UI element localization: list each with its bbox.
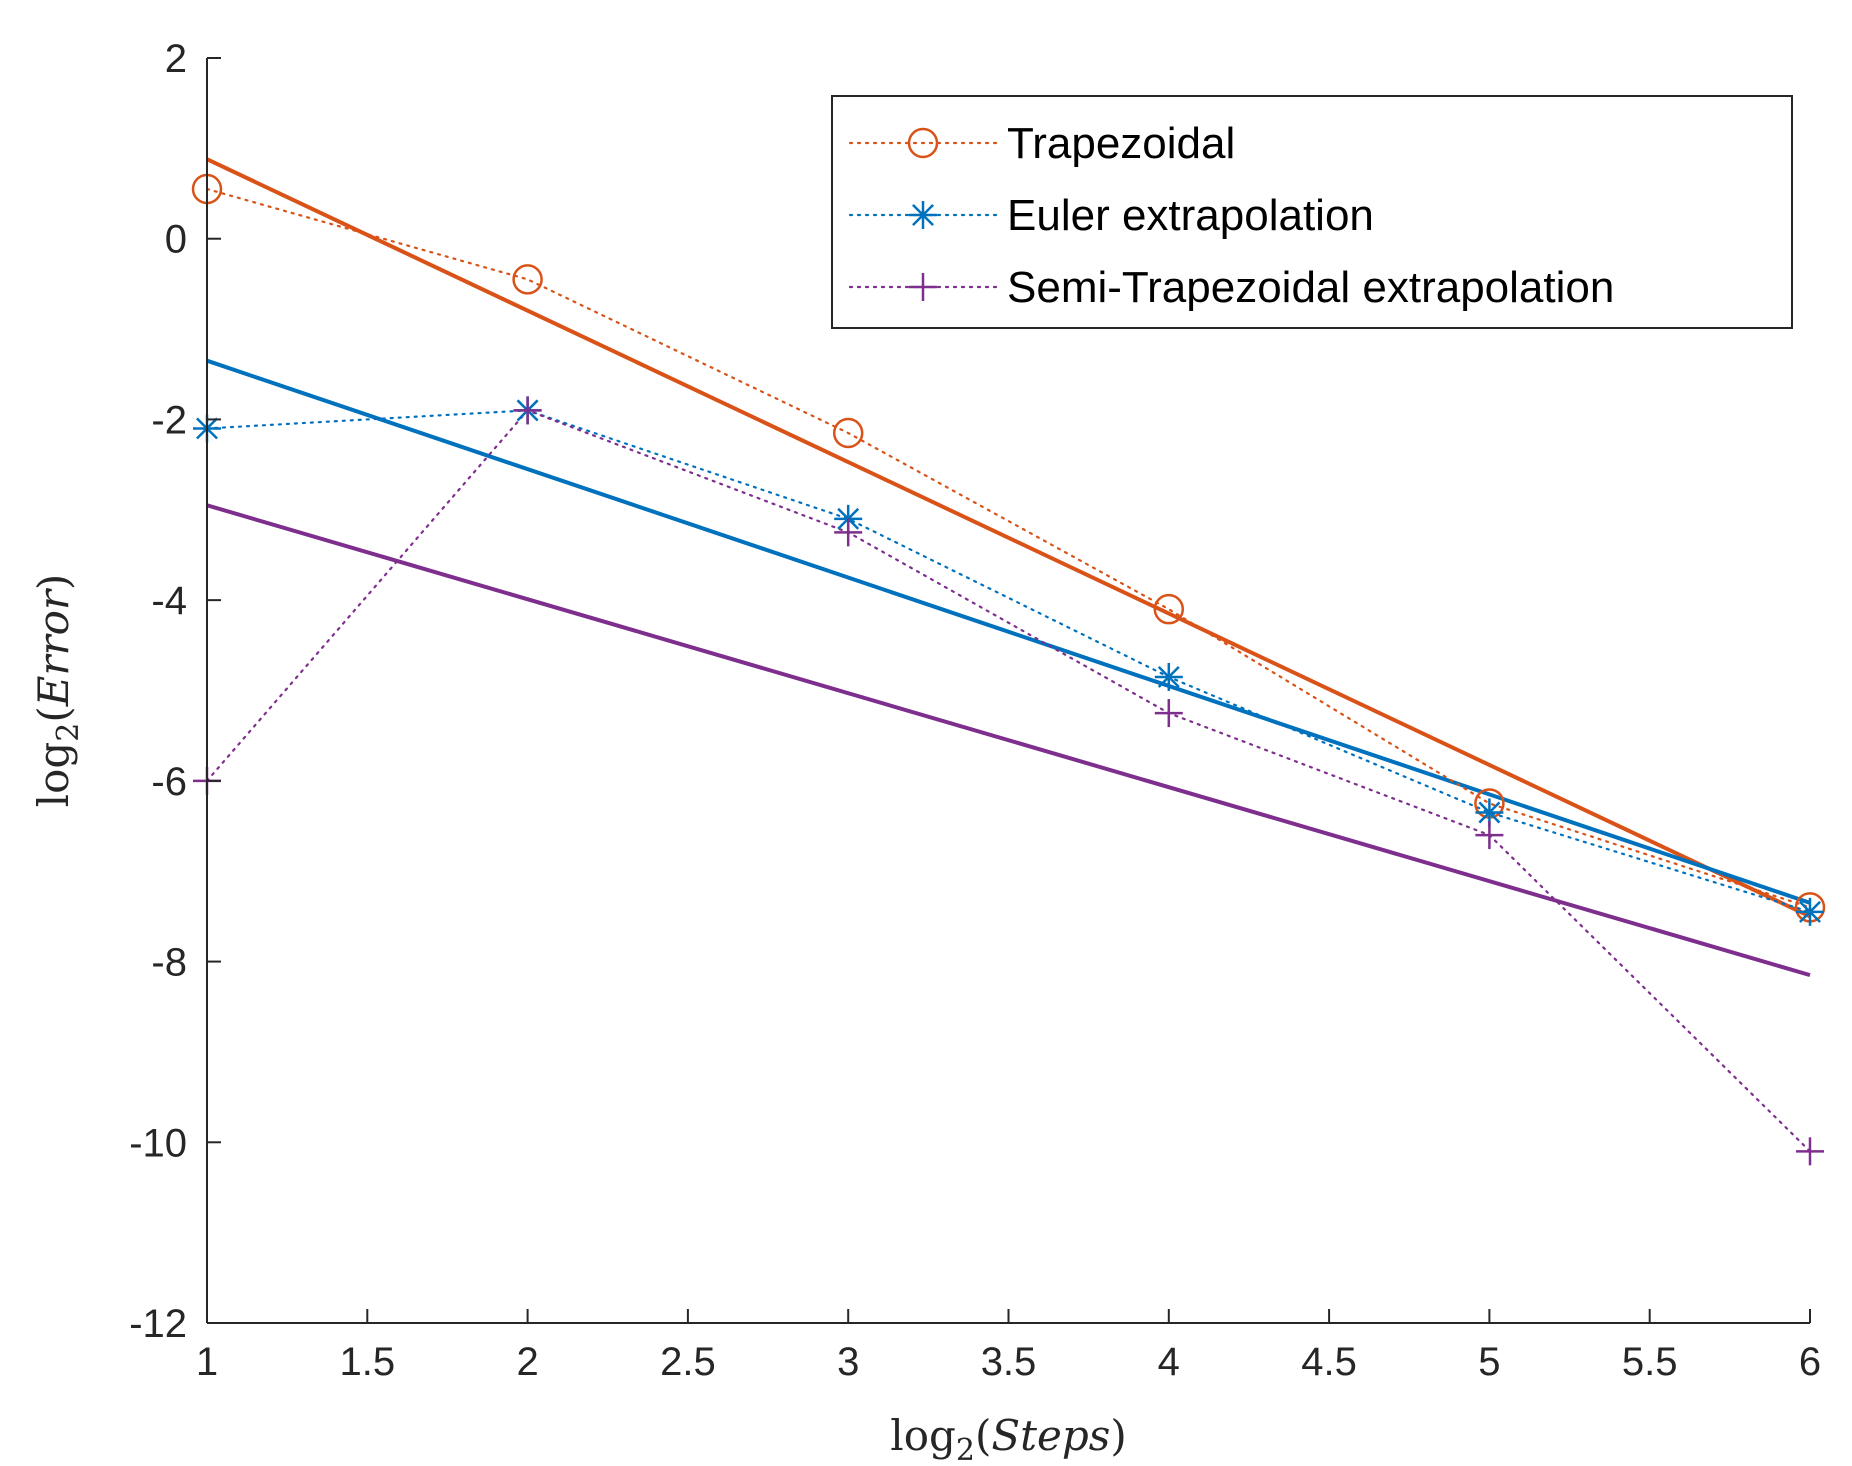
data-line-series-2 — [205, 409, 1812, 1153]
marker-series-0-point-1 — [512, 264, 543, 295]
fit-line-series-1 — [206, 358, 1811, 905]
y-axis-label: log2(Error) — [29, 574, 86, 808]
y-tick-label-6: -10 — [129, 1121, 187, 1165]
fit-line-series-0 — [206, 157, 1811, 919]
marker-series-2-point-5 — [1796, 1137, 1824, 1166]
legend-swatch-marker-1 — [909, 201, 937, 229]
legend-item-2: Semi-Trapezoidal extrapolation — [848, 263, 1614, 312]
marker-series-1-point-5 — [1796, 897, 1824, 926]
legend-label-0: Trapezoidal — [1007, 119, 1235, 168]
legend-swatch-marker-0 — [907, 127, 939, 159]
marker-series-2-point-3 — [1154, 699, 1183, 728]
x-tick-label-10: 6 — [1799, 1340, 1821, 1384]
y-tick-label-5: -8 — [151, 941, 187, 985]
x-tick-label-9: 5.5 — [1622, 1340, 1678, 1384]
marker-series-2-point-1 — [513, 396, 542, 425]
x-tick-label-3: 2.5 — [660, 1340, 716, 1384]
legend-label-2: Semi-Trapezoidal extrapolation — [1007, 263, 1614, 312]
x-tick-label-7: 4.5 — [1301, 1340, 1357, 1384]
x-tick-label-8: 5 — [1478, 1340, 1500, 1384]
marker-series-0-point-2 — [832, 417, 864, 449]
x-tick-label-6: 4 — [1158, 1340, 1180, 1384]
fit-lines — [206, 157, 1811, 978]
data-line-series-1 — [205, 409, 1812, 913]
legend-box — [831, 95, 1793, 329]
x-tick-label-5: 3.5 — [981, 1340, 1037, 1384]
y-tick-label-3: -4 — [151, 579, 187, 623]
x-tick-label-0: 1 — [196, 1340, 218, 1384]
y-tick-label-4: -6 — [151, 760, 187, 804]
marker-series-2-point-4 — [1475, 821, 1504, 850]
legend-item-0: Trapezoidal — [848, 119, 1235, 168]
marker-series-1-point-3 — [1154, 662, 1183, 691]
fit-line-series-2 — [206, 503, 1811, 978]
y-tick-label-0: 2 — [165, 37, 187, 81]
x-tick-label-2: 2 — [516, 1340, 538, 1384]
data-lines — [205, 187, 1812, 1153]
x-tick-label-1: 1.5 — [339, 1340, 395, 1384]
x-axis-label: log2(Steps) — [890, 1411, 1126, 1466]
axes: 1 1.5 2 2.5 3 3.5 4 4.5 5 5.5 6 2 0 -2 -4 -6 -8 -10 -12 — [129, 37, 1821, 1384]
legend: Trapezoidal Euler extrapolation Semi-Trape… — [831, 95, 1793, 329]
legend-label-1: Euler extrapolation — [1007, 191, 1374, 240]
marker-series-0-point-3 — [1153, 593, 1185, 625]
legend-item-1: Euler extrapolation — [848, 191, 1374, 240]
marker-series-2-point-2 — [834, 518, 863, 547]
legend-swatch-marker-2 — [909, 273, 937, 301]
y-tick-label-2: -2 — [151, 398, 187, 442]
y-tick-label-1: 0 — [165, 218, 187, 262]
x-tick-label-4: 3 — [837, 1340, 859, 1384]
y-tick-label-7: -12 — [129, 1302, 187, 1346]
data-line-series-0 — [205, 187, 1812, 909]
